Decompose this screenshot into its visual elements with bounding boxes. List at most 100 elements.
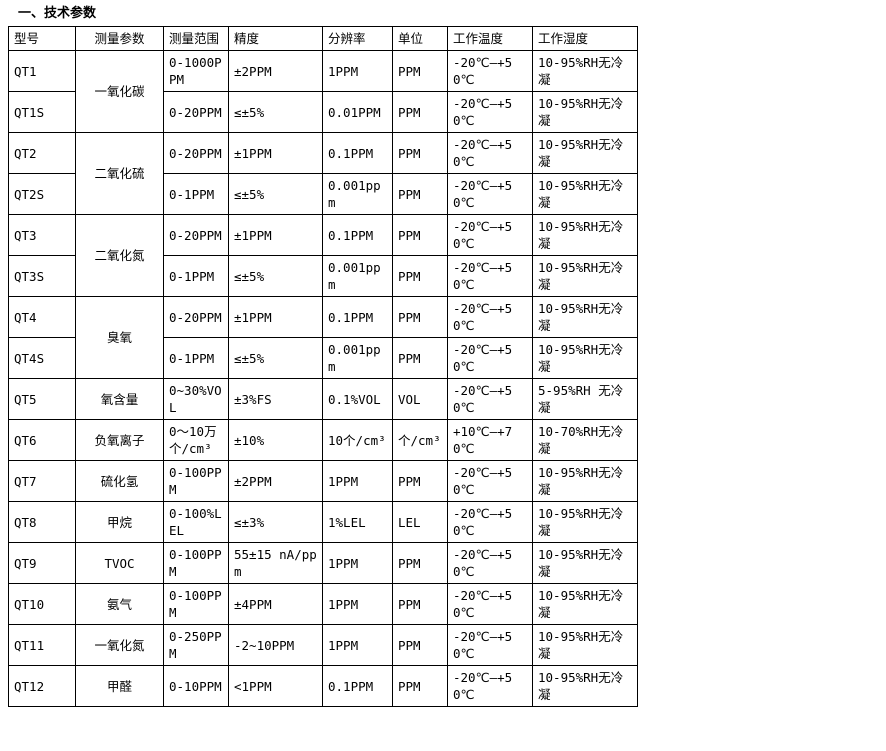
- cell-temp: -20℃—+50℃: [447, 132, 533, 174]
- cell-temp: -20℃—+50℃: [447, 173, 533, 215]
- cell-range: 0-100PPM: [163, 583, 229, 625]
- cell-range: 0-1PPM: [163, 255, 229, 297]
- cell-temp: -20℃—+50℃: [447, 255, 533, 297]
- cell-range: 0-10PPM: [163, 665, 229, 707]
- cell-param: 二氧化氮: [75, 214, 164, 297]
- cell-param: 氧含量: [75, 378, 164, 420]
- cell-humidity: 10-70%RH无冷凝: [532, 419, 638, 461]
- cell-model: QT5: [8, 378, 76, 420]
- column-header-resolution: 分辨率: [322, 26, 393, 51]
- cell-unit: VOL: [392, 378, 448, 420]
- column-header-unit: 单位: [392, 26, 448, 51]
- table-row-qt3: QT3 二氧化氮 0-20PPM ±1PPM 0.1PPM PPM -20℃—+50℃ 10-…: [8, 214, 638, 297]
- cell-model: QT8: [8, 501, 76, 543]
- cell-temp: -20℃—+50℃: [447, 337, 533, 379]
- cell-unit: PPM: [392, 214, 448, 256]
- cell-precision: ≤±5%: [228, 91, 323, 133]
- cell-range: 0-1PPM: [163, 173, 229, 215]
- cell-temp: -20℃—+50℃: [447, 460, 533, 502]
- cell-precision: ±4PPM: [228, 583, 323, 625]
- cell-unit: 个/cm³: [392, 419, 448, 461]
- cell-precision: ≤±5%: [228, 255, 323, 297]
- cell-param: 二氧化硫: [75, 132, 164, 215]
- cell-range: 0-1PPM: [163, 337, 229, 379]
- cell-precision: -2~10PPM: [228, 624, 323, 666]
- table-row-qt2: QT2 二氧化硫 0-20PPM ±1PPM 0.1PPM PPM -20℃—+50℃ 10-…: [8, 132, 638, 215]
- cell-temp: -20℃—+50℃: [447, 91, 533, 133]
- table-row-qt2s: QT2S 0-1PPM ≤±5% 0.001ppm PPM -20℃—+50℃ 10-95%…: [8, 173, 638, 215]
- cell-humidity: 10-95%RH无冷凝: [532, 583, 638, 625]
- cell-model: QT2: [8, 132, 76, 174]
- cell-param: TVOC: [75, 542, 164, 584]
- cell-model: QT9: [8, 542, 76, 584]
- cell-humidity: 10-95%RH无冷凝: [532, 624, 638, 666]
- table-row-qt11: QT11 一氧化氮 0-250PPM -2~10PPM 1PPM PPM -20℃—+50℃…: [8, 624, 638, 666]
- column-header-humidity: 工作湿度: [532, 26, 638, 51]
- cell-unit: PPM: [392, 50, 448, 92]
- table-row-qt7: QT7 硫化氢 0-100PPM ±2PPM 1PPM PPM -20℃—+50℃ 10-95…: [8, 460, 638, 502]
- column-header-range: 测量范围: [163, 26, 229, 51]
- cell-range: 0-1000PPM: [163, 50, 229, 92]
- cell-unit: PPM: [392, 337, 448, 379]
- cell-precision: 55±15 nA/ppm: [228, 542, 323, 584]
- cell-temp: -20℃—+50℃: [447, 583, 533, 625]
- cell-resolution: 0.1PPM: [322, 132, 393, 174]
- cell-humidity: 10-95%RH无冷凝: [532, 501, 638, 543]
- cell-param: 臭氧: [75, 296, 164, 379]
- cell-model: QT3: [8, 214, 76, 256]
- column-header-param: 测量参数: [75, 26, 164, 51]
- cell-resolution: 1PPM: [322, 624, 393, 666]
- cell-humidity: 10-95%RH无冷凝: [532, 460, 638, 502]
- cell-precision: <1PPM: [228, 665, 323, 707]
- cell-temp: -20℃—+50℃: [447, 296, 533, 338]
- cell-range: 0~30%VOL: [163, 378, 229, 420]
- cell-precision: ≤±5%: [228, 337, 323, 379]
- cell-unit: PPM: [392, 173, 448, 215]
- cell-unit: PPM: [392, 132, 448, 174]
- cell-range: 0～10万 个/cm³: [163, 419, 229, 461]
- cell-temp: -20℃—+50℃: [447, 624, 533, 666]
- cell-precision: ≤±5%: [228, 173, 323, 215]
- tech-parameters-table: 型号 测量参数 测量范围 精度 分辨率 单位 工作温度 工作湿度 QT1 一氧化碳 0-1000P…: [8, 26, 638, 707]
- table-row-qt8: QT8 甲烷 0-100%LEL ≤±3% 1%LEL LEL -20℃—+50℃ 10-95…: [8, 501, 638, 543]
- cell-humidity: 10-95%RH无冷凝: [532, 542, 638, 584]
- cell-humidity: 10-95%RH无冷凝: [532, 255, 638, 297]
- cell-resolution: 0.1PPM: [322, 296, 393, 338]
- cell-model: QT1S: [8, 91, 76, 133]
- cell-model: QT4: [8, 296, 76, 338]
- cell-resolution: 0.001ppm: [322, 173, 393, 215]
- cell-model: QT6: [8, 419, 76, 461]
- cell-temp: -20℃—+50℃: [447, 50, 533, 92]
- cell-range: 0-20PPM: [163, 132, 229, 174]
- cell-model: QT10: [8, 583, 76, 625]
- cell-range: 0-20PPM: [163, 214, 229, 256]
- cell-resolution: 0.001ppm: [322, 255, 393, 297]
- cell-unit: PPM: [392, 296, 448, 338]
- cell-resolution: 0.1PPM: [322, 665, 393, 707]
- cell-param: 一氧化氮: [75, 624, 164, 666]
- column-header-precision: 精度: [228, 26, 323, 51]
- cell-resolution: 1PPM: [322, 542, 393, 584]
- cell-resolution: 0.01PPM: [322, 91, 393, 133]
- cell-model: QT11: [8, 624, 76, 666]
- cell-resolution: 1PPM: [322, 583, 393, 625]
- cell-precision: ±1PPM: [228, 132, 323, 174]
- cell-range: 0-20PPM: [163, 91, 229, 133]
- cell-precision: ±3%FS: [228, 378, 323, 420]
- cell-unit: PPM: [392, 583, 448, 625]
- table-row-qt1: QT1 一氧化碳 0-1000PPM ±2PPM 1PPM PPM -20℃—+50℃ 10-…: [8, 50, 638, 133]
- cell-unit: PPM: [392, 624, 448, 666]
- cell-humidity: 10-95%RH无冷凝: [532, 214, 638, 256]
- cell-range: 0-100%LEL: [163, 501, 229, 543]
- table-row-qt9: QT9 TVOC 0-100PPM 55±15 nA/ppm 1PPM PPM -20℃—+…: [8, 542, 638, 584]
- cell-resolution: 10个/cm³: [322, 419, 393, 461]
- cell-precision: ±2PPM: [228, 460, 323, 502]
- table-row-qt12: QT12 甲醛 0-10PPM <1PPM 0.1PPM PPM -20℃—+50℃ 10-9…: [8, 665, 638, 707]
- cell-unit: LEL: [392, 501, 448, 543]
- table-row-qt10: QT10 氨气 0-100PPM ±4PPM 1PPM PPM -20℃—+50℃ 10-95…: [8, 583, 638, 625]
- cell-model: QT12: [8, 665, 76, 707]
- cell-precision: ±2PPM: [228, 50, 323, 92]
- cell-resolution: 0.1%VOL: [322, 378, 393, 420]
- cell-model: QT4S: [8, 337, 76, 379]
- column-header-temp: 工作温度: [447, 26, 533, 51]
